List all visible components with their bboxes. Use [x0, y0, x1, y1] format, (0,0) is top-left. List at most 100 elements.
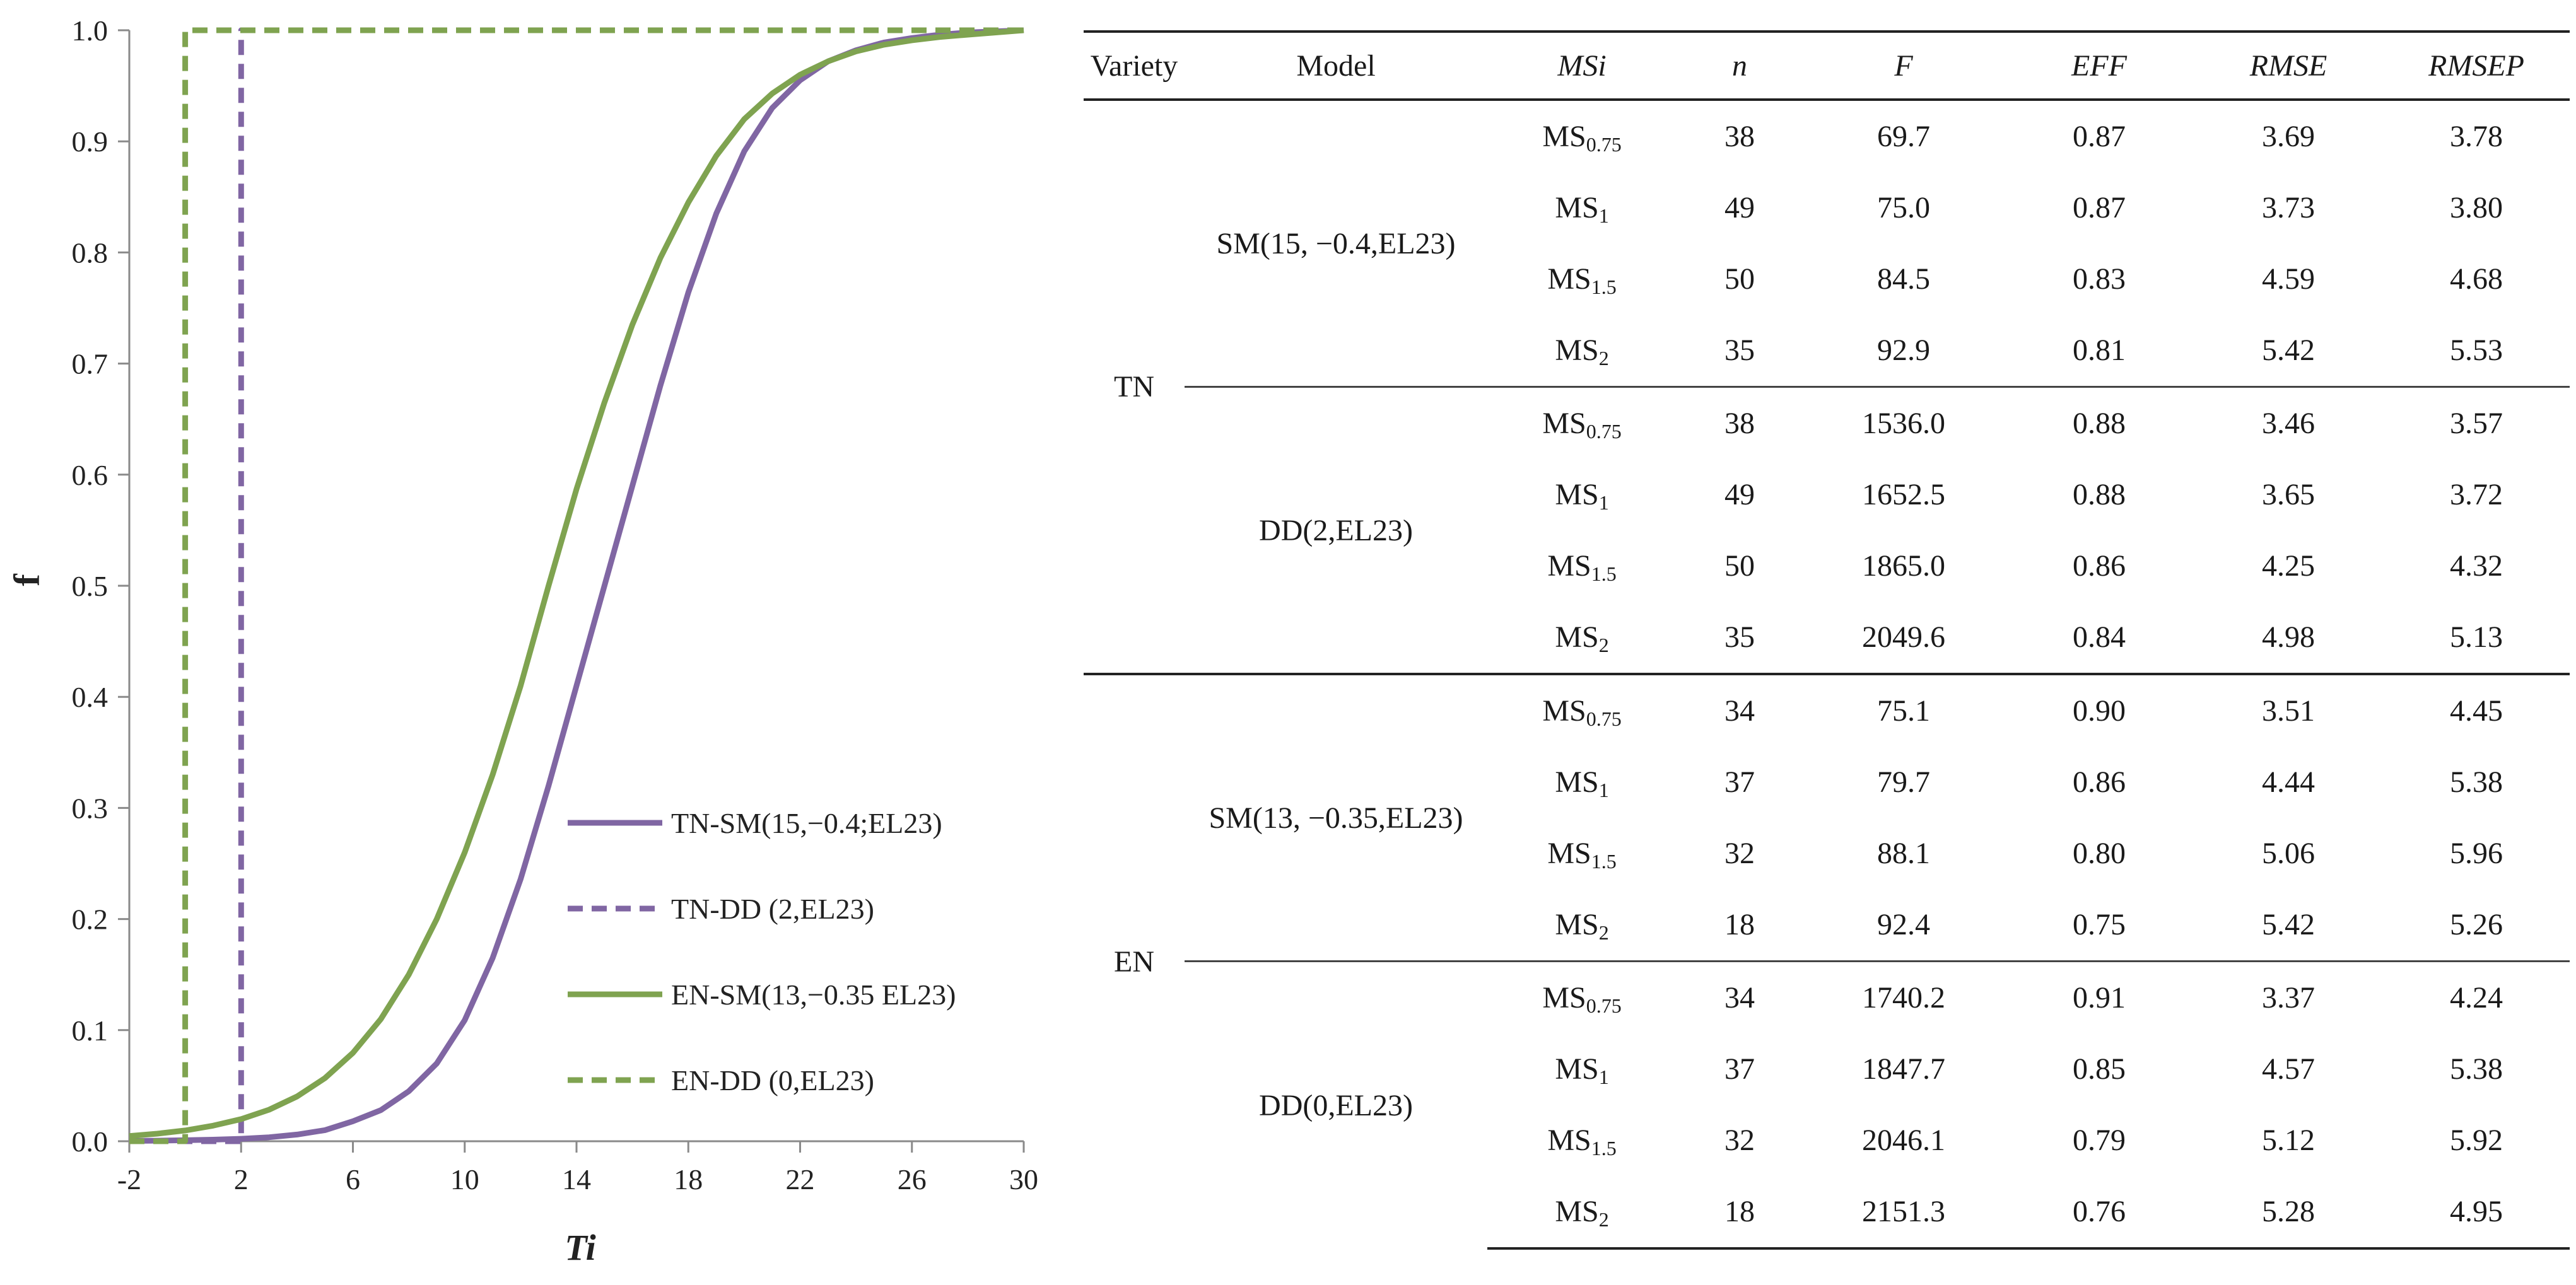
table-row: MS1 37 1847.7 0.85 4.57 5.38 — [1084, 1033, 2570, 1105]
msi-base: MS — [1555, 478, 1599, 511]
legend-label-2: TN-DD (2,EL23) — [671, 893, 874, 925]
eff-cell: 0.88 — [2005, 386, 2194, 459]
rmsep-cell: 4.45 — [2383, 673, 2570, 747]
rmse-cell: 3.51 — [2194, 673, 2383, 747]
n-cell: 32 — [1724, 837, 1755, 870]
rmsep-cell: 3.80 — [2450, 191, 2503, 224]
msi-cell: MS1.5 — [1487, 1105, 1677, 1176]
legend-label-1: TN-SM(15,−0.4;EL23) — [671, 807, 942, 839]
n-cell: 37 — [1724, 1052, 1755, 1086]
x-axis-title: Ti — [565, 1227, 595, 1268]
eff-cell: 0.80 — [2073, 837, 2126, 870]
table-row: MS1.5 32 2046.1 0.79 5.12 5.92 — [1084, 1105, 2570, 1176]
eff-cell: 0.79 — [2073, 1124, 2126, 1157]
msi-base: MS — [1547, 262, 1591, 296]
rmse-cell: 4.98 — [2262, 620, 2315, 654]
axes-layer: 0.00.10.20.30.40.50.60.70.80.91.0-2 2 6 10 1… — [72, 15, 1039, 1195]
eff-cell: 0.90 — [2005, 673, 2194, 747]
rmsep-cell: 5.13 — [2450, 620, 2503, 654]
rmse-cell: 3.65 — [2262, 478, 2315, 511]
n-cell: 49 — [1724, 191, 1755, 224]
header-rmsep: RMSEP — [2383, 30, 2570, 100]
f-cell: 1847.7 — [1862, 1052, 1945, 1086]
table-row: MS1.5 32 88.1 0.80 5.06 5.96 — [1084, 818, 2570, 889]
x-tick-label: 2 — [234, 1163, 249, 1195]
eff-cell: 0.85 — [2073, 1052, 2126, 1086]
eff-cell: 0.81 — [2073, 334, 2126, 367]
msi-base: MS — [1547, 549, 1591, 583]
table-row: EN SM(13, −0.35,EL23) MS 0.75 34 75.1 0.90 3.51… — [1084, 673, 2570, 1248]
rmsep-cell: 3.78 — [2383, 98, 2570, 172]
rmsep-cell: 5.96 — [2450, 837, 2503, 870]
n-cell: 34 — [1677, 960, 1803, 1033]
f-cell: 92.4 — [1877, 908, 1930, 941]
eff-cell: 0.91 — [2005, 960, 2194, 1033]
x-tick-label: 22 — [786, 1163, 815, 1195]
eff-cell: 0.84 — [2073, 620, 2126, 654]
series-line-3 — [129, 27, 1024, 1139]
f-cell: 75.1 — [1803, 673, 2005, 747]
header-rmse: RMSE — [2194, 30, 2383, 100]
eff-cell: 0.75 — [2073, 908, 2126, 941]
f-cell: 1740.2 — [1803, 960, 2005, 1033]
n-cell: 38 — [1677, 98, 1803, 172]
msi-subscript: 1.5 — [1591, 276, 1617, 298]
table-row: MS2 35 92.9 0.81 5.42 5.53 — [1084, 315, 2570, 387]
n-cell: 18 — [1724, 908, 1755, 941]
y-tick-label: 0.9 — [72, 125, 108, 158]
x-tick-label: 26 — [898, 1163, 927, 1195]
f-cell: 92.9 — [1877, 334, 1930, 367]
msi-subscript: 0.75 — [1586, 994, 1622, 1017]
msi-base: MS — [1555, 908, 1599, 941]
msi-subscript: 1.5 — [1591, 562, 1617, 585]
variety-cell: EN — [1084, 673, 1185, 1248]
msi-subscript: 0.75 — [1586, 707, 1622, 730]
y-tick-label: 0.5 — [72, 570, 108, 602]
variety-cell: TN — [1084, 98, 1185, 674]
rmse-cell: 3.37 — [2194, 960, 2383, 1033]
n-cell: 35 — [1724, 334, 1755, 367]
msi-cell: MS0.75 — [1487, 98, 1677, 172]
eff-cell: 0.76 — [2005, 1176, 2194, 1250]
y-tick-label: 0.2 — [72, 904, 108, 936]
rmsep-cell: 4.24 — [2383, 960, 2570, 1033]
x-tick-label: 30 — [1009, 1163, 1038, 1195]
msi-base: MS — [1555, 765, 1599, 799]
y-tick-label: 1.0 — [72, 15, 108, 47]
rmsep-cell: 3.57 — [2383, 386, 2570, 459]
x-tick-label: 18 — [674, 1163, 703, 1195]
msi-cell: MS2 — [1487, 889, 1677, 962]
f-cell: 79.7 — [1877, 765, 1930, 799]
y-axis-title: f — [6, 574, 47, 586]
table-row: TN SM(15, −0.4,EL23) MS0.75 38 69.7 0.87 3.69 3… — [1084, 98, 2570, 674]
f-cell: 1652.5 — [1862, 478, 1945, 511]
n-cell: 50 — [1724, 262, 1755, 296]
series-line-1 — [129, 27, 1024, 1144]
msi-cell: MS0.75 — [1487, 386, 1677, 459]
rmse-cell: 3.46 — [2194, 386, 2383, 459]
msi-subscript: 1 — [1598, 779, 1609, 801]
series-line-2 — [129, 27, 1024, 1144]
msi-subscript: 1.5 — [1591, 1137, 1617, 1160]
msi-base: MS — [1547, 1124, 1591, 1157]
rmse-cell: 5.42 — [2262, 334, 2315, 367]
x-tick-label: 10 — [450, 1163, 479, 1195]
model-cell: SM(13, −0.35,EL23) — [1185, 673, 1487, 962]
rmsep-cell: 3.72 — [2450, 478, 2503, 511]
msi-subscript: 2 — [1598, 1208, 1609, 1231]
rmse-cell: 5.28 — [2194, 1176, 2383, 1250]
msi-cell: MS2 — [1487, 315, 1677, 387]
table-row: MS1 49 75.0 0.87 3.73 3.80 — [1084, 172, 2570, 243]
model-cell: DD(0,EL23) — [1185, 960, 1487, 1248]
rmsep-cell: 5.92 — [2450, 1124, 2503, 1157]
f-cell: 75.0 — [1877, 191, 1930, 224]
header-model: Model — [1185, 30, 1487, 100]
eff-cell: 0.88 — [2073, 478, 2126, 511]
rmse-cell: 5.42 — [2262, 908, 2315, 941]
msi-cell: MS2 — [1487, 1176, 1677, 1250]
msi-base: MS — [1555, 1052, 1599, 1086]
table-row: DD(0,EL23) MS 0.75 34 1740.2 0.91 3.37 4.24 — [1084, 960, 2570, 1248]
f-cell: 1865.0 — [1862, 549, 1945, 583]
eff-cell: 0.86 — [2073, 549, 2126, 583]
rmse-cell: 3.73 — [2262, 191, 2315, 224]
